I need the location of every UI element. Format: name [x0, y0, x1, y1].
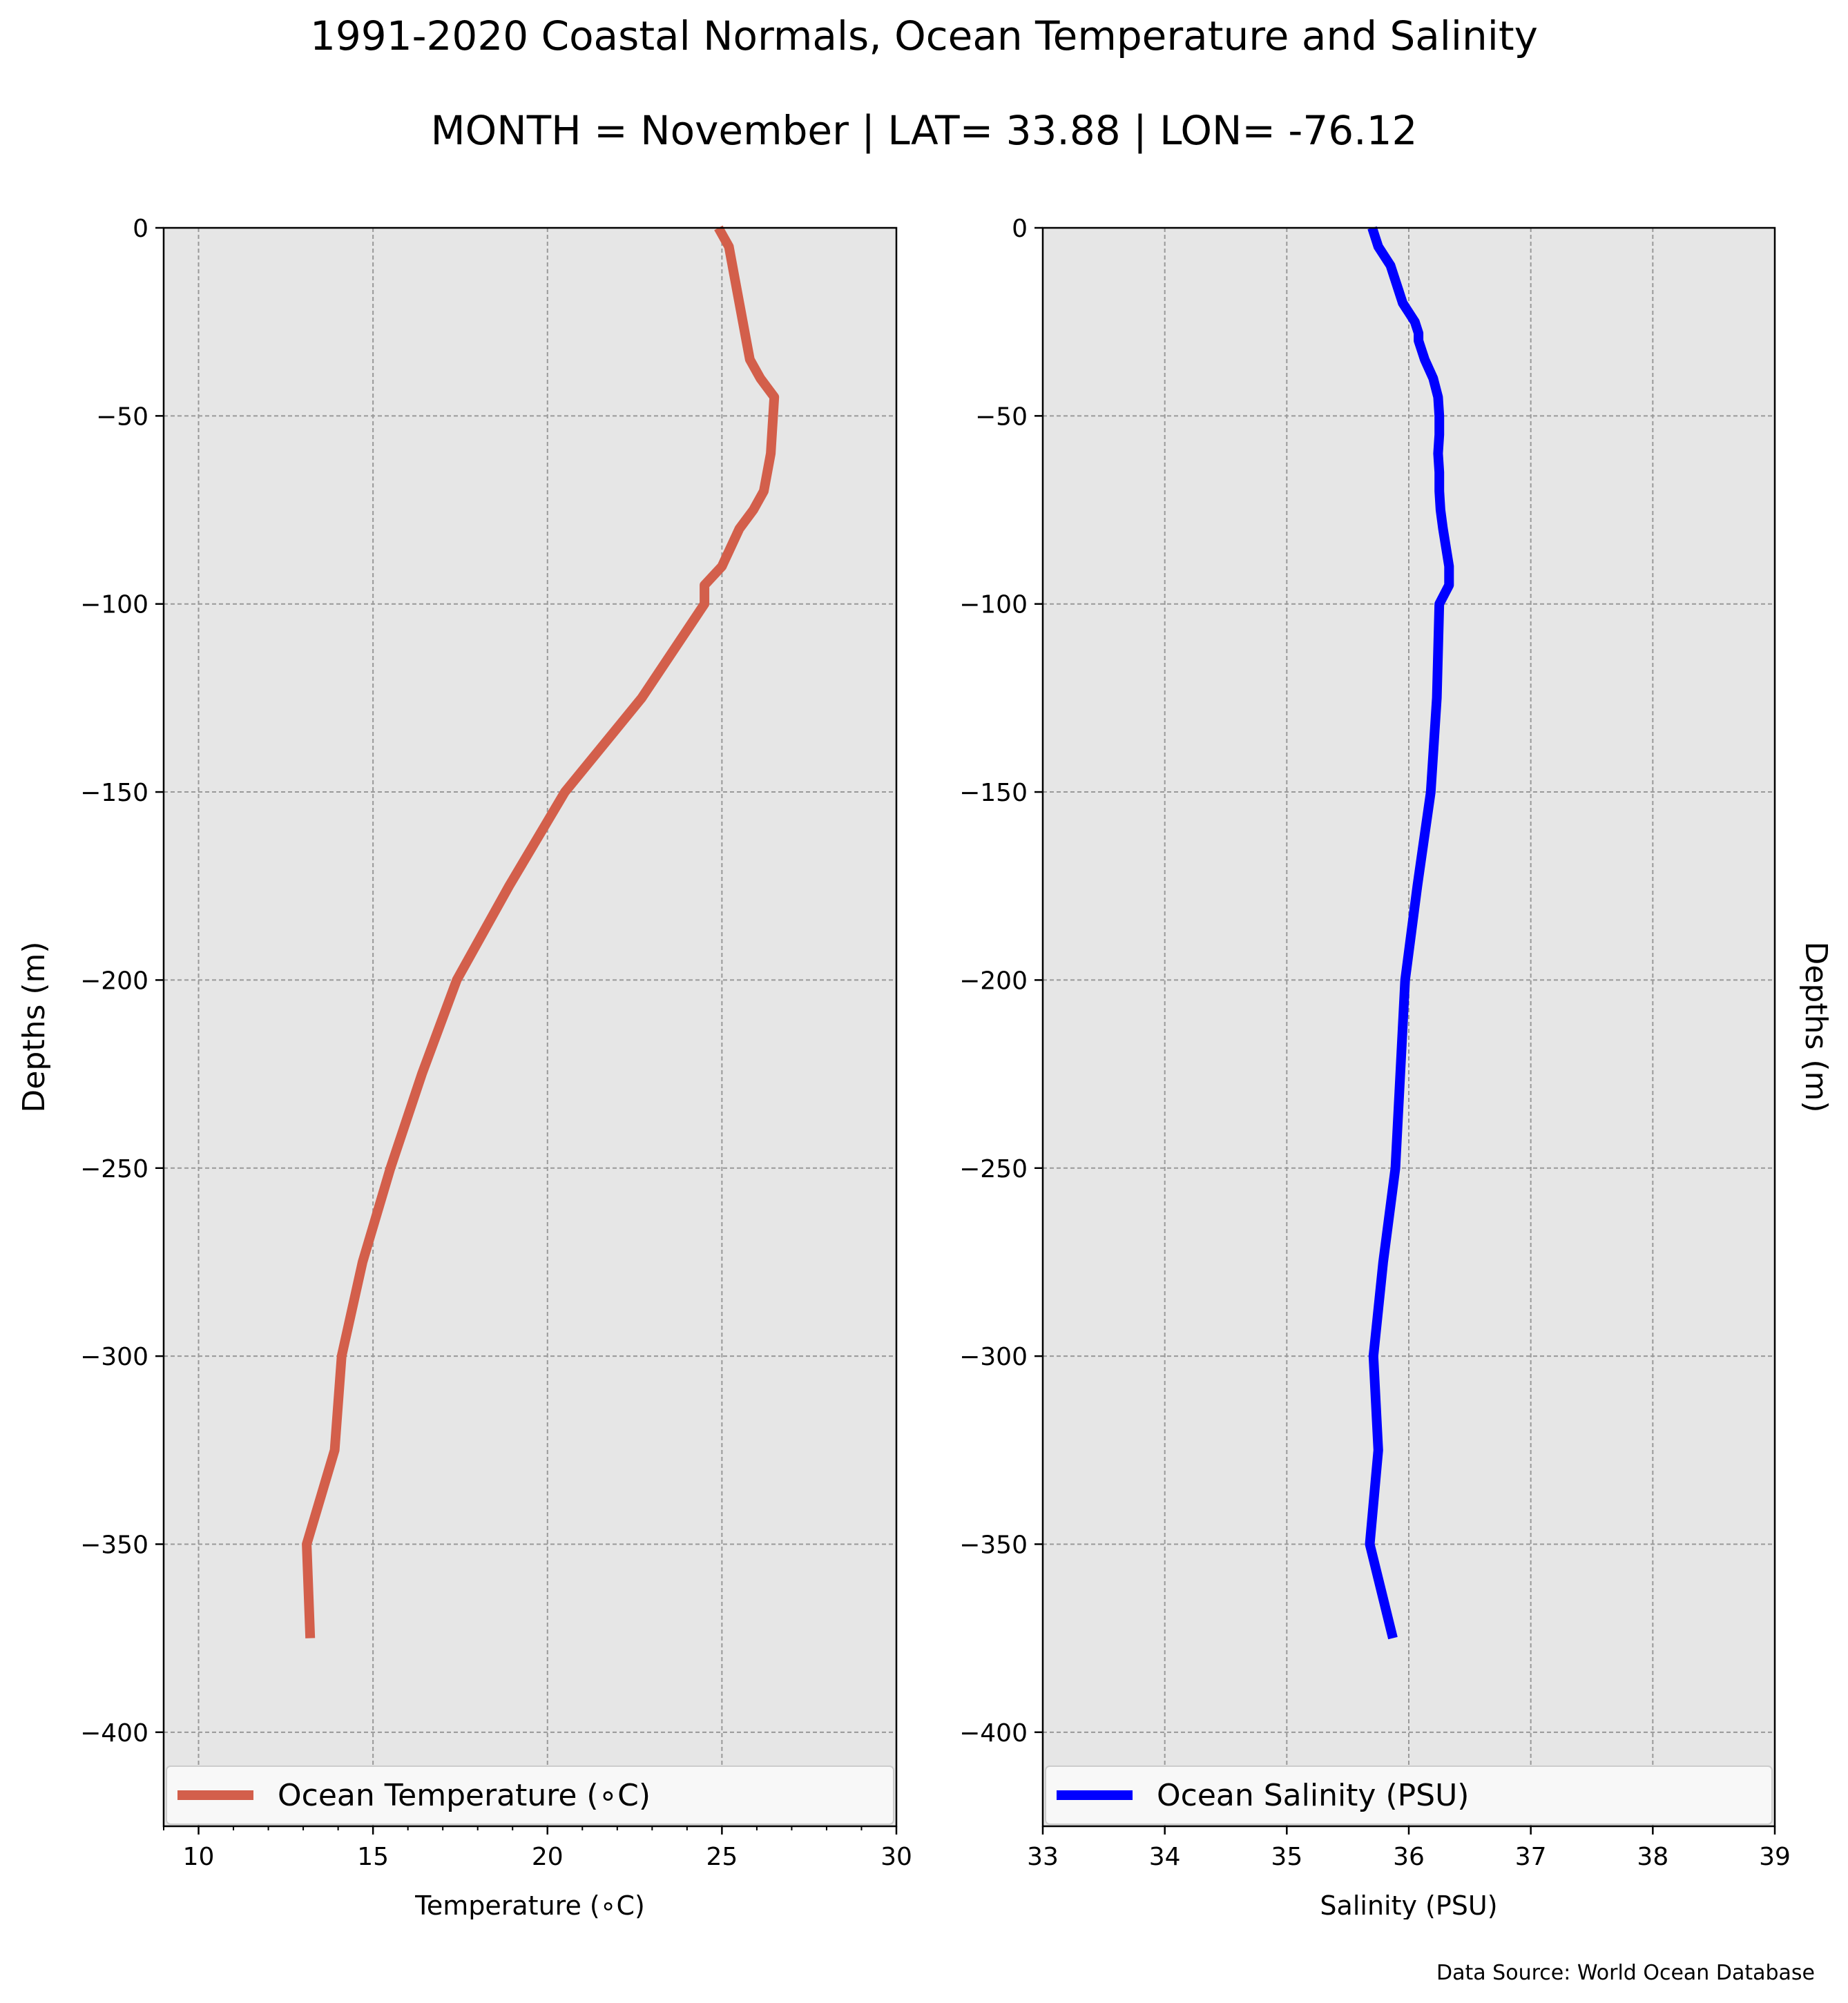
- figure-subtitle: MONTH = November | LAT= 33.88 | LON= -76…: [430, 107, 1418, 154]
- axes-frame: [162, 226, 898, 1828]
- x-tick-label: 20: [532, 1843, 564, 1871]
- x-axis-label: Temperature (∘C): [414, 1890, 645, 1919]
- y-tick-label: −150: [959, 779, 1028, 807]
- legend-label: Ocean Salinity (PSU): [1157, 1778, 1469, 1813]
- x-tick-label: 37: [1515, 1843, 1547, 1871]
- x-tick-label: 39: [1759, 1843, 1791, 1871]
- y-tick-label: −250: [959, 1155, 1028, 1183]
- legend: Ocean Salinity (PSU): [1045, 1765, 1773, 1825]
- y-tick-label: −350: [80, 1531, 148, 1559]
- x-tick-label: 30: [880, 1843, 912, 1871]
- salinity-plot-area: [1043, 228, 1775, 1826]
- y-tick-label: −150: [80, 779, 148, 807]
- y-axis-label: Depths (m): [17, 941, 52, 1112]
- x-tick-label: 25: [706, 1843, 738, 1871]
- x-tick-label: 15: [357, 1843, 389, 1871]
- legend-box: [1045, 1765, 1773, 1825]
- y-tick-label: −350: [959, 1531, 1028, 1559]
- legend-label: Ocean Temperature (∘C): [278, 1778, 651, 1813]
- x-tick-label: 33: [1027, 1843, 1059, 1871]
- temperature-panel: Ocean Temperature (∘C) 10 15 20 25 30 0 −50 −100…: [17, 215, 912, 1919]
- x-tick-label: 10: [183, 1843, 215, 1871]
- figure-title: 1991-2020 Coastal Normals, Ocean Tempera…: [310, 12, 1538, 59]
- y-tick-label: −250: [80, 1155, 148, 1183]
- salinity-series-line: [1365, 226, 1454, 1640]
- y-tick-label: −50: [96, 403, 148, 431]
- x-tick-label: 34: [1149, 1843, 1181, 1871]
- y-tick-label: −100: [959, 591, 1028, 619]
- y-tick-label: 0: [1012, 215, 1028, 243]
- y-tick-label: −400: [80, 1719, 148, 1748]
- y-tick-label: −300: [959, 1343, 1028, 1371]
- legend: Ocean Temperature (∘C): [166, 1765, 894, 1825]
- y-tick-label: −200: [959, 967, 1028, 995]
- x-tick-label: 36: [1393, 1843, 1425, 1871]
- y-tick-label: −50: [975, 403, 1028, 431]
- temperature-plot-area: [164, 228, 896, 1826]
- y-tick-label: −200: [80, 967, 148, 995]
- y-tick-label: 0: [133, 215, 148, 243]
- x-axis-label: Salinity (PSU): [1320, 1890, 1497, 1919]
- legend-box: [166, 1765, 894, 1825]
- temperature-series-line: [302, 225, 780, 1638]
- y-tick-label: −400: [959, 1719, 1028, 1748]
- x-tick-label: 38: [1637, 1843, 1668, 1871]
- y-axis-label-right: Depths (m): [1798, 941, 1833, 1112]
- chart-figure: Ocean Temperature (∘C) 10 15 20 25 30 0 −50 −100…: [17, 215, 1833, 1919]
- x-tick-label: 35: [1271, 1843, 1302, 1871]
- y-tick-label: −100: [80, 591, 148, 619]
- salinity-panel: Ocean Salinity (PSU) 33 34 35 36 37 38 39 0 −50 −1…: [959, 215, 1833, 1919]
- y-tick-label: −300: [80, 1343, 148, 1371]
- data-source-note: Data Source: World Ocean Database: [1436, 1961, 1815, 1985]
